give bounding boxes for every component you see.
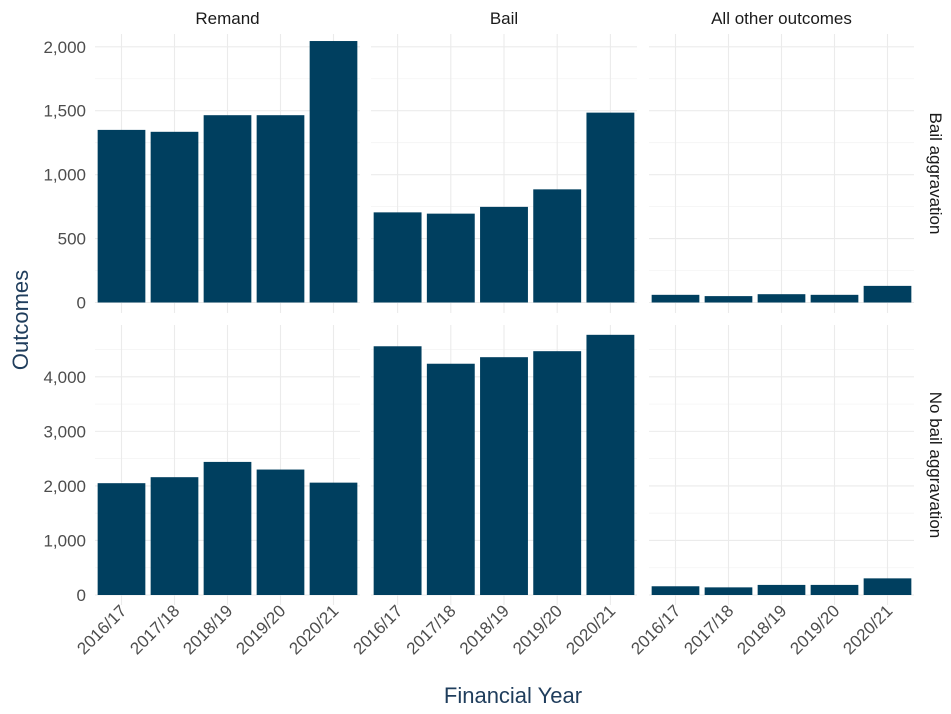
bar: [97, 483, 146, 595]
x-tick-label: 2018/19: [456, 601, 513, 658]
x-tick-label: 2016/17: [627, 601, 684, 658]
strips-layer: Remand Bail All other outcomes Bail aggrava…: [195, 9, 945, 538]
y-tick-label: 1,500: [43, 102, 86, 121]
bar: [651, 586, 700, 595]
y-tick-label: 2,000: [43, 38, 86, 57]
bar: [256, 115, 305, 303]
x-tick-label: 2019/20: [509, 601, 566, 658]
bar: [533, 189, 582, 303]
bar: [97, 129, 146, 303]
facet-row-label: No bail aggravation: [926, 392, 945, 538]
bar: [586, 334, 635, 595]
bar: [533, 351, 582, 595]
y-tick-label: 0: [77, 586, 86, 605]
y-tick-label: 3,000: [43, 422, 86, 441]
bar: [426, 213, 475, 303]
bar: [480, 206, 528, 303]
bar: [373, 346, 422, 595]
bar: [810, 584, 859, 595]
y-axis-title: Outcomes: [8, 270, 33, 370]
bars-layer: [97, 41, 912, 595]
bar: [309, 482, 358, 595]
x-tick-label: 2019/20: [786, 601, 843, 658]
bar: [863, 578, 912, 595]
bar: [426, 363, 475, 595]
x-tick-label: 2020/21: [839, 601, 896, 658]
x-tick-label: 2016/17: [73, 601, 130, 658]
y-tick-label: 2,000: [43, 477, 86, 496]
x-tick-label: 2016/17: [350, 601, 407, 658]
x-tick-label: 2018/19: [179, 601, 236, 658]
bar: [863, 285, 912, 303]
x-tick-label: 2020/21: [562, 601, 619, 658]
bar: [757, 584, 806, 595]
bar: [651, 294, 700, 303]
x-tick-label: 2017/18: [680, 601, 737, 658]
bar: [704, 296, 753, 303]
facet-row-label: Bail aggravation: [926, 113, 945, 235]
x-tick-label: 2019/20: [232, 601, 289, 658]
bar: [586, 112, 635, 303]
bar: [480, 357, 528, 595]
y-tick-label: 0: [77, 294, 86, 313]
bar: [309, 41, 358, 303]
bar: [757, 294, 806, 303]
x-tick-label: 2017/18: [403, 601, 460, 658]
bar: [810, 294, 859, 303]
bar: [203, 115, 252, 303]
y-tick-label: 500: [58, 230, 86, 249]
y-tick-label: 1,000: [43, 531, 86, 550]
x-tick-label: 2018/19: [733, 601, 790, 658]
facet-column-label: Bail: [490, 9, 518, 28]
x-axis-title: Financial Year: [444, 683, 582, 708]
facet-column-label: Remand: [195, 9, 259, 28]
x-tick-label: 2017/18: [126, 601, 183, 658]
bar: [150, 131, 199, 303]
bar: [203, 461, 252, 595]
y-tick-label: 1,000: [43, 166, 86, 185]
bar: [704, 587, 753, 595]
bar: [150, 477, 199, 595]
x-tick-label: 2020/21: [285, 601, 342, 658]
bar: [373, 212, 422, 303]
y-tick-label: 4,000: [43, 368, 86, 387]
bar: [256, 469, 305, 595]
facet-column-label: All other outcomes: [711, 9, 852, 28]
